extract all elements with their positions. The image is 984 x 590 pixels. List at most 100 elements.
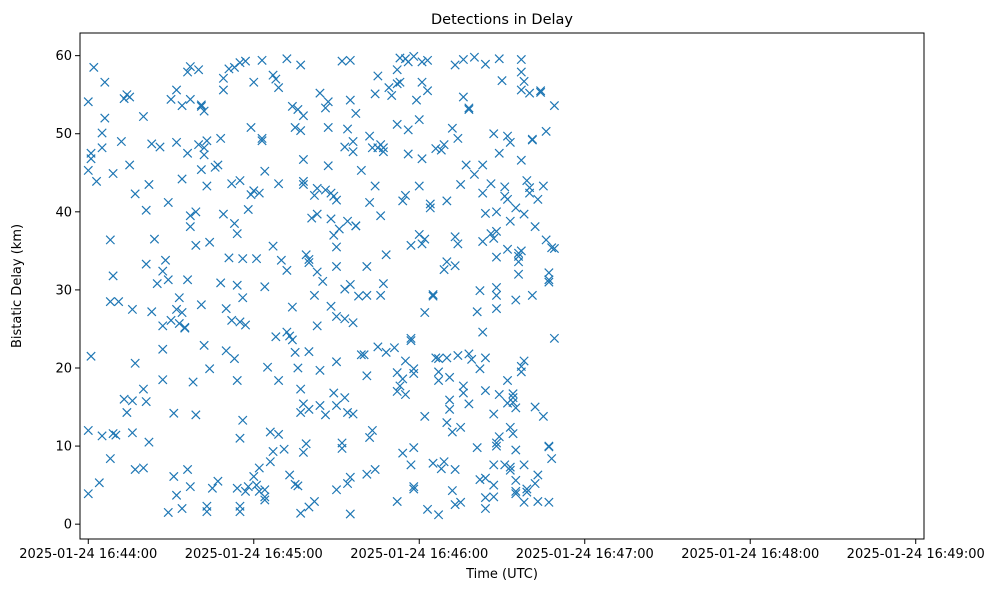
data-point: [439, 264, 449, 275]
data-point: [425, 203, 435, 213]
data-point: [149, 234, 160, 244]
data-point: [147, 307, 157, 317]
data-point: [491, 252, 502, 262]
data-point: [158, 266, 168, 276]
data-point: [340, 393, 350, 403]
data-point: [108, 428, 118, 439]
data-point: [290, 347, 300, 357]
data-point: [345, 509, 355, 519]
data-point: [207, 483, 218, 493]
data-point: [273, 375, 284, 386]
x-tick-label: 2025-01-24 16:49:00: [847, 547, 984, 562]
data-point: [392, 496, 402, 507]
data-point: [329, 388, 339, 398]
data-point: [260, 485, 270, 495]
data-point: [406, 336, 416, 346]
data-point: [100, 113, 110, 123]
data-point: [469, 169, 480, 179]
data-point: [491, 290, 502, 300]
data-point: [218, 73, 229, 83]
data-point: [171, 137, 182, 147]
data-point: [516, 155, 526, 165]
data-point: [533, 194, 543, 204]
data-point: [453, 239, 463, 249]
data-point: [516, 67, 526, 77]
data-point: [284, 331, 295, 341]
data-point: [453, 350, 463, 361]
data-point: [345, 55, 355, 65]
data-point: [86, 351, 96, 361]
data-point: [475, 364, 485, 374]
data-point: [199, 340, 209, 350]
data-point: [544, 275, 554, 285]
data-point: [254, 188, 264, 198]
data-point: [160, 255, 171, 265]
data-point: [86, 148, 96, 158]
data-point: [522, 487, 532, 497]
data-point: [262, 362, 273, 372]
data-point: [516, 361, 526, 372]
data-point: [508, 397, 518, 407]
data-point: [508, 428, 518, 439]
data-point: [260, 166, 270, 176]
data-point: [293, 481, 303, 491]
data-point: [296, 508, 306, 518]
data-point: [301, 250, 311, 260]
data-point: [273, 429, 284, 439]
data-point: [439, 140, 449, 150]
data-point: [298, 447, 309, 457]
data-point: [478, 160, 488, 170]
data-point: [232, 280, 242, 290]
data-point: [364, 432, 375, 443]
data-point: [169, 471, 179, 482]
data-point: [417, 239, 427, 249]
data-point: [519, 497, 529, 507]
data-point: [240, 486, 251, 496]
data-point: [348, 318, 358, 328]
data-point: [433, 510, 444, 520]
data-point: [362, 261, 372, 272]
x-axis-label: Time (UTC): [465, 567, 538, 582]
data-point: [489, 480, 499, 490]
data-point: [119, 93, 129, 104]
data-point: [326, 301, 336, 311]
data-point: [177, 307, 187, 318]
data-point: [298, 111, 309, 121]
data-point: [196, 165, 206, 175]
data-point: [530, 478, 540, 489]
data-point: [315, 88, 325, 98]
data-point: [519, 356, 529, 366]
data-point: [486, 179, 496, 189]
data-point: [442, 257, 452, 267]
data-point: [158, 375, 168, 385]
data-point: [489, 492, 499, 502]
data-point: [331, 261, 342, 272]
data-point: [260, 282, 270, 292]
data-point: [155, 142, 165, 152]
data-point: [433, 367, 444, 377]
data-point: [342, 216, 353, 226]
data-point: [342, 478, 353, 489]
data-point: [329, 191, 339, 201]
data-point: [502, 131, 513, 141]
data-point: [182, 67, 193, 77]
data-point: [296, 384, 306, 394]
data-point: [398, 374, 408, 384]
data-point: [315, 400, 325, 411]
data-point: [494, 54, 504, 64]
data-point: [147, 139, 157, 149]
data-point: [304, 346, 314, 357]
data-point: [378, 147, 389, 157]
data-point: [304, 254, 314, 265]
data-point: [249, 186, 259, 196]
data-point: [491, 282, 502, 293]
data-point: [511, 403, 521, 413]
data-point: [456, 179, 466, 190]
data-point: [376, 290, 386, 300]
data-point: [166, 315, 176, 325]
data-point: [331, 195, 342, 205]
data-point: [182, 148, 193, 158]
y-axis-label: Bistatic Delay (km): [10, 224, 25, 348]
data-point: [373, 342, 383, 352]
